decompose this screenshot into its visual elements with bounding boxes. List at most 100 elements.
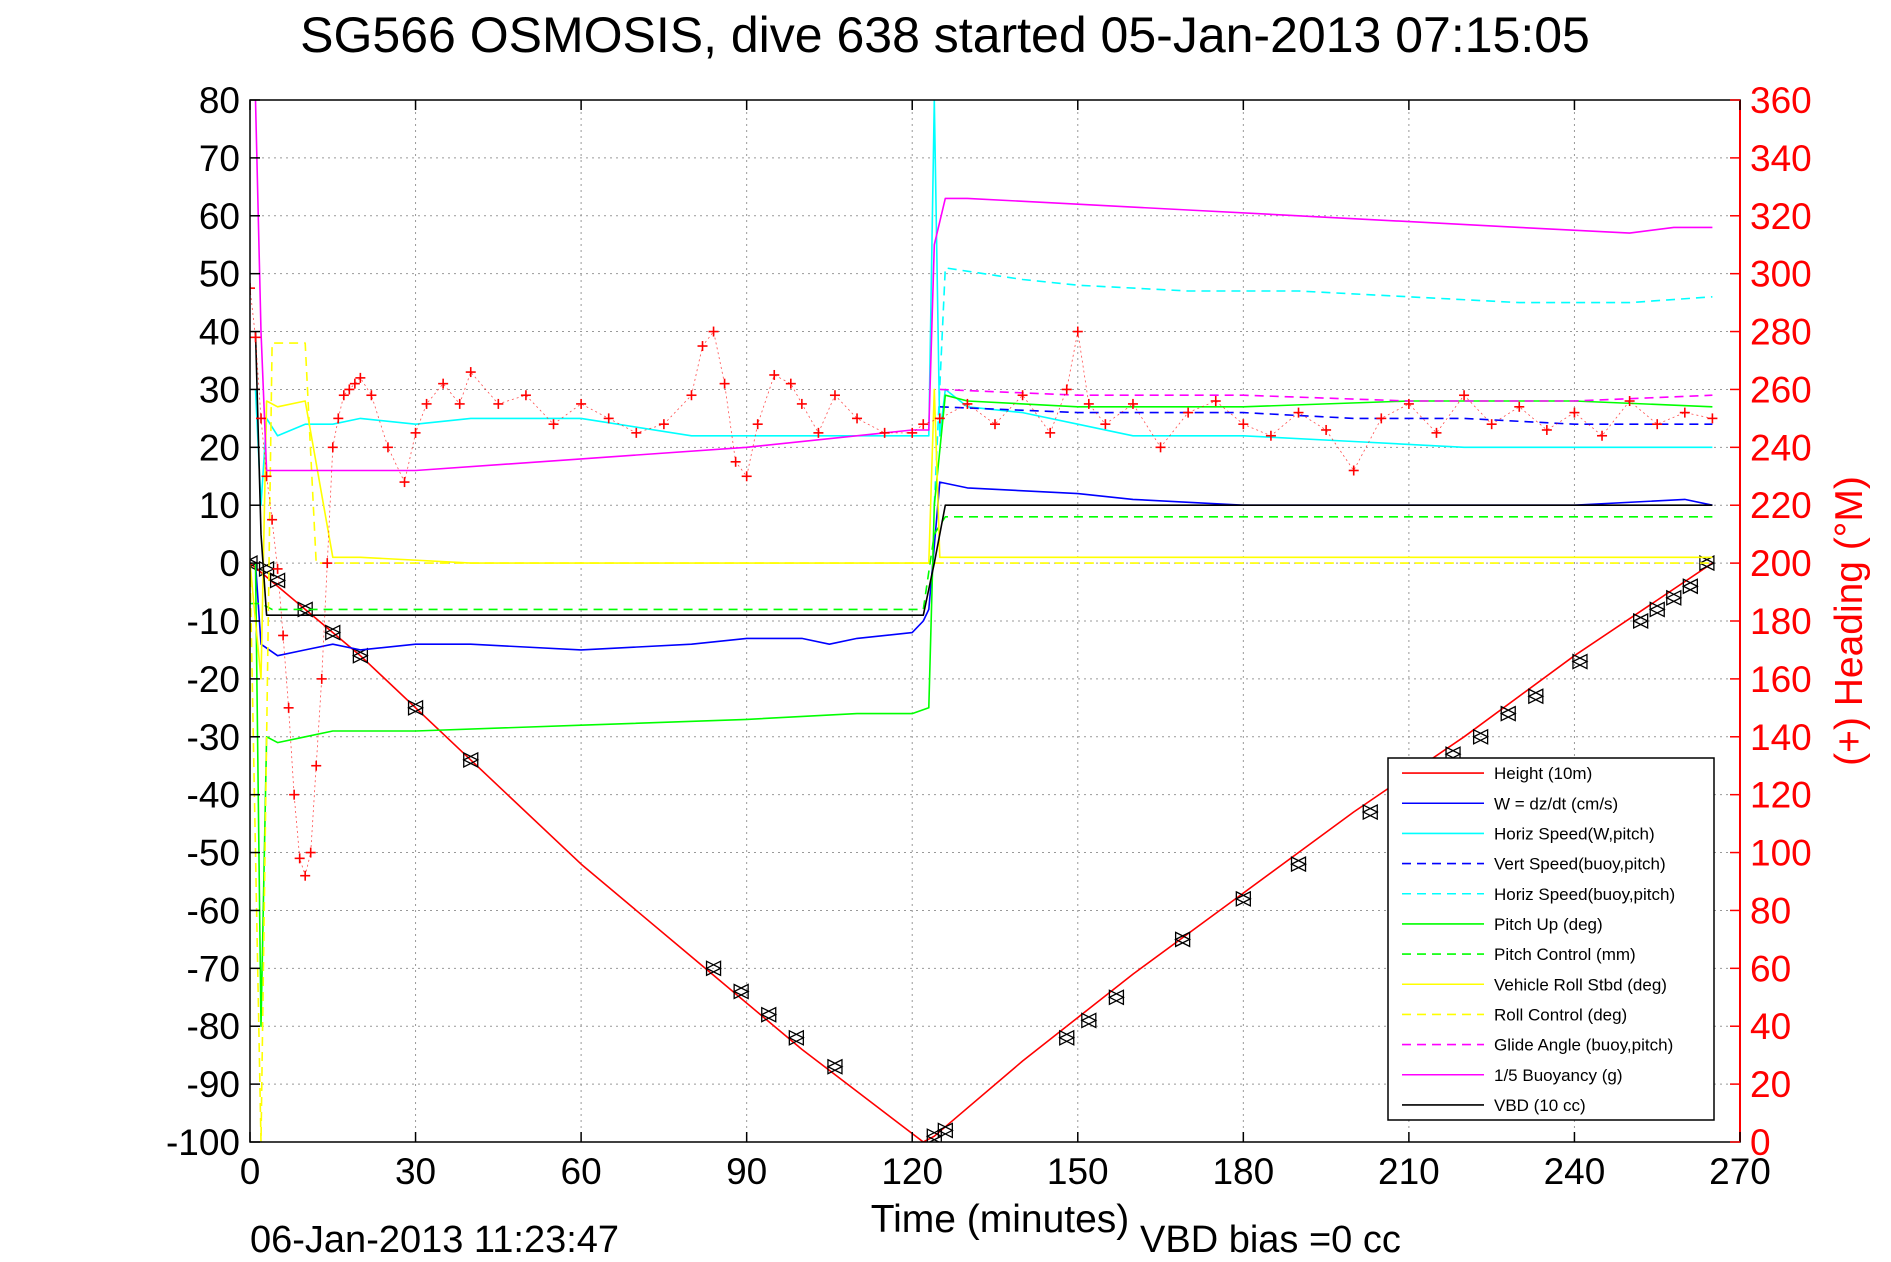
legend-label: W = dz/dt (cm/s)	[1494, 794, 1618, 813]
heading-plus-point	[741, 471, 752, 482]
legend-entry: 1/5 Buoyancy (g)	[1402, 1066, 1623, 1085]
heading-plus-point	[1210, 396, 1221, 407]
height-marker-point	[1058, 1029, 1076, 1046]
marker-triangle-left	[462, 751, 479, 768]
legend-label: Vehicle Roll Stbd (deg)	[1494, 975, 1667, 994]
legend-label: Pitch Control (mm)	[1494, 945, 1636, 964]
heading-plus-point	[465, 367, 476, 378]
left-y-tick-label: -10	[187, 601, 240, 642]
heading-plus-point	[454, 398, 465, 409]
left-y-tick-label: -60	[187, 890, 240, 931]
heading-plus-point	[548, 419, 559, 430]
height-marker-point	[787, 1029, 805, 1046]
right-y-tick-label: 320	[1750, 196, 1812, 237]
height-marker-point	[324, 624, 342, 641]
heading-plus-point	[438, 378, 449, 389]
right-y-axis-ticks: 3603403203002802602402202001801601401201…	[1730, 80, 1812, 1163]
heading-plus-point	[1321, 424, 1332, 435]
footer-timestamp: 06-Jan-2013 11:23:47	[250, 1219, 619, 1261]
height-marker-point	[826, 1058, 844, 1075]
legend-entry: Horiz Speed(buoy,pitch)	[1402, 885, 1675, 904]
heading-plus-point	[785, 378, 796, 389]
left-y-tick-label: -90	[187, 1064, 240, 1105]
legend-label: Horiz Speed(W,pitch)	[1494, 824, 1655, 843]
right-y-tick-label: 300	[1750, 254, 1812, 295]
height-marker-point	[1632, 612, 1650, 630]
heading-plus-point	[250, 283, 255, 294]
legend-entry: Horiz Speed(W,pitch)	[1402, 824, 1655, 843]
legend-entry: Roll Control (deg)	[1402, 1005, 1627, 1024]
right-y-tick-label: 160	[1750, 659, 1812, 700]
right-y-tick-label: 100	[1750, 833, 1812, 874]
height-marker-point	[1080, 1012, 1098, 1029]
height-marker-point	[1472, 728, 1490, 745]
legend-entry: Vert Speed(buoy,pitch)	[1402, 855, 1666, 874]
left-y-tick-label: -30	[187, 717, 240, 758]
right-y-tick-label: 140	[1750, 717, 1812, 758]
legend-entry: W = dz/dt (cm/s)	[1402, 794, 1618, 813]
marker-triangle-left	[787, 1029, 804, 1046]
height-marker-point	[1234, 890, 1252, 907]
right-y-tick-label: 120	[1750, 775, 1812, 816]
heading-plus-point	[382, 442, 393, 453]
heading-plus-point	[879, 427, 890, 438]
right-y-tick-label: 200	[1750, 543, 1812, 584]
footer-vbd-bias: VBD bias =0 cc	[1140, 1219, 1401, 1261]
right-y-axis-label: (+) Heading (°M)	[1828, 476, 1871, 766]
legend-entry: VBD (10 cc)	[1402, 1096, 1586, 1115]
legend-box	[1387, 757, 1715, 1121]
height-marker-point	[1361, 803, 1379, 821]
heading-plus-point	[1624, 396, 1635, 407]
legend-entry: Pitch Control (mm)	[1402, 945, 1636, 964]
marker-triangle-left	[760, 1006, 777, 1023]
left-y-tick-label: -20	[187, 659, 240, 700]
heading-plus-point	[576, 398, 587, 409]
right-y-tick-label: 0	[1750, 1122, 1771, 1163]
left-y-tick-label: 70	[199, 138, 240, 179]
marker-triangle-left	[324, 624, 341, 641]
left-y-tick-label: -80	[187, 1006, 240, 1047]
series-line-1-5-buoyancy-g	[254, 100, 1713, 472]
left-y-tick-label: 20	[199, 427, 240, 468]
legend: Height (10m) W = dz/dt (cm/s) Horiz Speed(…	[1387, 757, 1715, 1121]
heading-plus-point	[520, 390, 531, 401]
marker-triangle-left	[407, 699, 424, 716]
heading-plus-point	[1127, 398, 1138, 409]
heading-plus-point	[1541, 424, 1552, 435]
legend-label: Vert Speed(buoy,pitch)	[1494, 855, 1666, 874]
heading-plus-point	[338, 390, 349, 401]
right-y-tick-label: 80	[1750, 890, 1791, 931]
height-marker-point	[351, 647, 369, 664]
marker-triangle-left	[1681, 578, 1698, 595]
left-y-tick-label: 60	[199, 196, 240, 237]
height-marker-point	[1174, 931, 1192, 948]
legend-entry: Glide Angle (buoy,pitch)	[1402, 1036, 1673, 1055]
legend-entry: Height (10m)	[1402, 764, 1592, 783]
right-y-tick-label: 180	[1750, 601, 1812, 642]
heading-plus-point	[708, 326, 719, 337]
heading-plus-point	[1514, 401, 1525, 412]
marker-triangle-left	[1058, 1029, 1075, 1046]
right-y-tick-label: 340	[1750, 138, 1812, 179]
plot-series	[250, 100, 1718, 1142]
marker-triangle-left	[1234, 890, 1251, 907]
marker-triangle-left	[826, 1058, 843, 1075]
height-marker-point	[1107, 989, 1125, 1006]
height-marker-point	[1527, 688, 1545, 705]
x-tick-label: 30	[395, 1151, 436, 1192]
marker-triangle-left	[1571, 653, 1588, 670]
left-y-tick-label: 0	[219, 543, 240, 584]
left-y-tick-label: -70	[187, 948, 240, 989]
x-tick-label: 120	[881, 1151, 943, 1192]
series-line-pitch-up-deg	[254, 394, 1713, 1027]
marker-triangle-left	[1290, 856, 1307, 873]
heading-plus-point	[934, 413, 945, 424]
heading-plus-point	[333, 413, 344, 424]
legend-label: 1/5 Buoyancy (g)	[1494, 1066, 1623, 1085]
height-marker-point	[1648, 601, 1666, 618]
heading-plus-point	[1100, 419, 1111, 430]
heading-plus-point	[349, 378, 360, 389]
left-y-tick-label: -40	[187, 775, 240, 816]
marker-triangle-left	[1361, 803, 1378, 821]
heading-plus-point	[1017, 390, 1028, 401]
